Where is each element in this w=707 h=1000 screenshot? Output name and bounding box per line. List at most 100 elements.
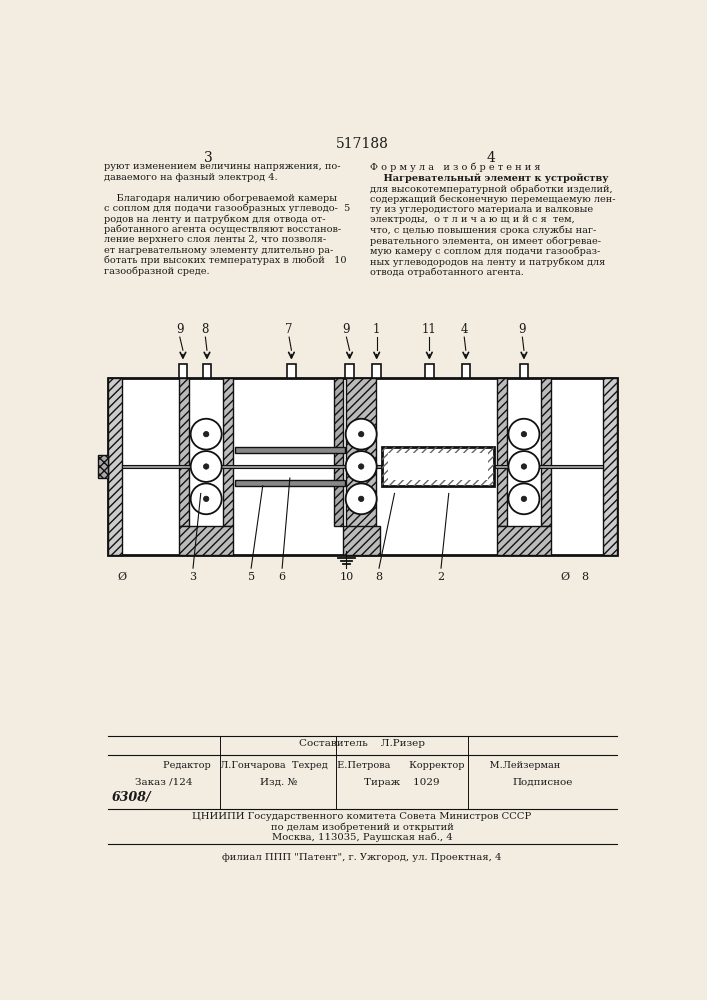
- Text: 11: 11: [422, 323, 437, 336]
- Circle shape: [204, 496, 209, 502]
- Bar: [122, 465, 603, 468]
- Bar: [179, 364, 187, 378]
- Text: даваемого на фазный электрод 4.: даваемого на фазный электрод 4.: [104, 173, 278, 182]
- Text: Тираж    1029: Тираж 1029: [364, 778, 440, 787]
- Text: 3: 3: [204, 151, 213, 165]
- Bar: [179, 378, 189, 526]
- Bar: [541, 378, 551, 526]
- Text: 10: 10: [339, 572, 354, 582]
- Circle shape: [191, 483, 222, 514]
- Text: Заказ /124: Заказ /124: [135, 778, 192, 787]
- Bar: [223, 378, 233, 526]
- Text: ЦНИИПИ Государственного комитета Совета Министров СССР: ЦНИИПИ Государственного комитета Совета …: [192, 812, 532, 821]
- Text: работанного агента осуществляют восстанов-: работанного агента осуществляют восстано…: [104, 225, 341, 234]
- Bar: [107, 378, 617, 555]
- Bar: [107, 378, 122, 555]
- Bar: [287, 364, 296, 378]
- Bar: [497, 378, 507, 526]
- Text: 6308/: 6308/: [112, 791, 151, 804]
- Bar: [235, 480, 345, 486]
- Bar: [203, 364, 211, 378]
- Bar: [382, 447, 493, 486]
- Circle shape: [521, 464, 527, 469]
- Bar: [373, 364, 381, 378]
- Text: ревательного элемента, он имеет обогревае-: ревательного элемента, он имеет обогрева…: [370, 236, 601, 246]
- Text: с соплом для подачи газообразных углеводо-  5: с соплом для подачи газообразных углевод…: [104, 204, 350, 213]
- Circle shape: [521, 431, 527, 437]
- Bar: [520, 364, 528, 378]
- Bar: [603, 378, 617, 555]
- Text: для высокотемпературной обработки изделий,: для высокотемпературной обработки издели…: [370, 184, 612, 194]
- Text: 3: 3: [189, 572, 197, 582]
- Text: мую камеру с соплом для подачи газообраз-: мую камеру с соплом для подачи газообраз…: [370, 247, 600, 256]
- Text: Редактор   Л.Гончарова  Техред   Е.Петрова      Корректор        М.Лейзерман: Редактор Л.Гончарова Техред Е.Петрова Ко…: [163, 761, 561, 770]
- Text: 2: 2: [438, 572, 445, 582]
- Circle shape: [521, 496, 527, 502]
- Bar: [346, 378, 376, 555]
- Circle shape: [346, 419, 377, 450]
- Bar: [343, 526, 380, 555]
- Text: отвода отработанного агента.: отвода отработанного агента.: [370, 267, 524, 277]
- Bar: [345, 364, 354, 378]
- Bar: [425, 364, 433, 378]
- Bar: [235, 447, 345, 453]
- Bar: [107, 378, 122, 555]
- Text: 9: 9: [519, 323, 526, 336]
- Text: Подписное: Подписное: [513, 778, 573, 787]
- Circle shape: [204, 464, 209, 469]
- Text: ление верхнего слоя ленты 2, что позволя-: ление верхнего слоя ленты 2, что позволя…: [104, 235, 326, 244]
- Circle shape: [191, 419, 222, 450]
- Circle shape: [358, 464, 364, 469]
- Text: Москва, 113035, Раушская наб., 4: Москва, 113035, Раушская наб., 4: [271, 832, 452, 842]
- Text: 7: 7: [286, 323, 293, 336]
- Bar: [334, 378, 343, 526]
- Bar: [334, 378, 343, 526]
- Circle shape: [508, 451, 539, 482]
- Circle shape: [358, 431, 364, 437]
- Circle shape: [346, 451, 377, 482]
- Bar: [497, 378, 507, 526]
- Text: ту из углеродистого материала и валковые: ту из углеродистого материала и валковые: [370, 205, 593, 214]
- Bar: [179, 526, 233, 555]
- Text: 8: 8: [581, 572, 588, 582]
- Text: ботать при высоких температурах в любой   10: ботать при высоких температурах в любой …: [104, 256, 346, 265]
- Bar: [382, 447, 493, 486]
- Text: содержащий бесконечную перемещаемую лен-: содержащий бесконечную перемещаемую лен-: [370, 195, 615, 204]
- Text: Ø: Ø: [117, 572, 127, 582]
- Text: 4: 4: [487, 151, 496, 165]
- Bar: [346, 378, 376, 555]
- Text: Изд. №: Изд. №: [259, 778, 297, 787]
- Text: Ф о р м у л а   и з о б р е т е н и я: Ф о р м у л а и з о б р е т е н и я: [370, 162, 540, 172]
- Bar: [497, 526, 551, 555]
- Text: по делам изобретений и открытий: по делам изобретений и открытий: [271, 822, 453, 832]
- Bar: [98, 455, 107, 478]
- Text: 9: 9: [343, 323, 350, 336]
- Circle shape: [191, 451, 222, 482]
- Circle shape: [508, 483, 539, 514]
- Text: руют изменением величины напряжения, по-: руют изменением величины напряжения, по-: [104, 162, 340, 171]
- Text: 8: 8: [201, 323, 209, 336]
- Text: Составитель    Л.Ризер: Составитель Л.Ризер: [299, 739, 425, 748]
- Text: 6: 6: [279, 572, 286, 582]
- Bar: [462, 364, 470, 378]
- Text: ет нагревательному элементу длительно ра-: ет нагревательному элементу длительно ра…: [104, 246, 333, 255]
- Bar: [541, 378, 551, 526]
- Circle shape: [358, 496, 364, 502]
- Text: 9: 9: [176, 323, 184, 336]
- Text: Благодаря наличию обогреваемой камеры: Благодаря наличию обогреваемой камеры: [104, 194, 337, 203]
- Bar: [343, 526, 380, 555]
- Bar: [223, 378, 233, 526]
- Text: 5: 5: [247, 572, 255, 582]
- Text: электроды,  о т л и ч а ю щ и й с я  тем,: электроды, о т л и ч а ю щ и й с я тем,: [370, 215, 575, 224]
- Circle shape: [508, 419, 539, 450]
- Bar: [98, 455, 107, 478]
- Text: 517188: 517188: [336, 137, 388, 151]
- Text: 8: 8: [375, 572, 382, 582]
- Bar: [388, 453, 488, 480]
- Text: Нагревательный элемент к устройству: Нагревательный элемент к устройству: [370, 174, 608, 183]
- Bar: [179, 378, 189, 526]
- Bar: [603, 378, 617, 555]
- Text: 1: 1: [373, 323, 380, 336]
- Bar: [497, 526, 551, 555]
- Text: Ø: Ø: [561, 572, 570, 582]
